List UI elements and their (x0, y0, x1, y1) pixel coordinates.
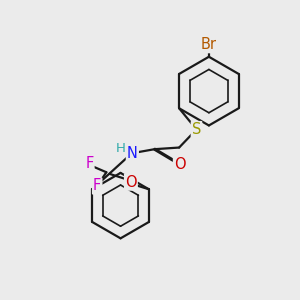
Text: S: S (192, 122, 201, 137)
Text: F: F (93, 178, 101, 194)
Text: F: F (85, 156, 94, 171)
Text: H: H (116, 142, 126, 155)
Text: O: O (125, 175, 137, 190)
Text: O: O (174, 157, 186, 172)
Text: N: N (127, 146, 138, 160)
Text: Br: Br (201, 37, 217, 52)
